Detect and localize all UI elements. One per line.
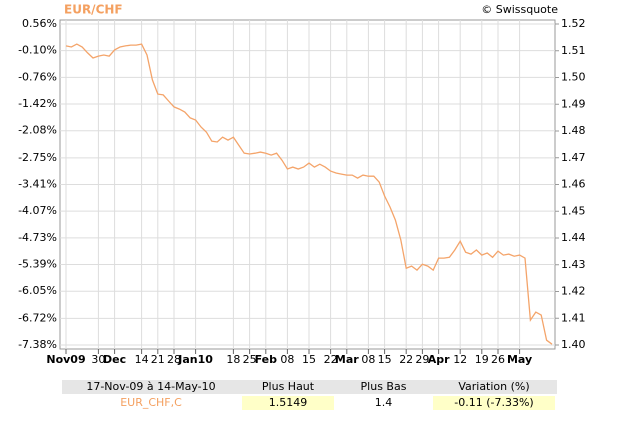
y2-tick-label: 1.45 — [561, 204, 586, 217]
x-tick-label: 08 — [280, 353, 294, 366]
y-tick-label: -4.73% — [18, 231, 57, 244]
x-tick-label: 08 — [361, 353, 375, 366]
x-tick-label: 18 — [226, 353, 240, 366]
x-tick-label: Apr — [428, 353, 450, 366]
table-cell-bg — [433, 396, 555, 410]
table-cell: -0.11 (-7.33%) — [454, 396, 533, 409]
table-header: Variation (%) — [458, 380, 529, 393]
x-tick-label: 19 — [475, 353, 489, 366]
y2-tick-label: 1.43 — [561, 258, 586, 271]
x-tick-label: 14 — [135, 353, 149, 366]
y2-tick-label: 1.48 — [561, 124, 586, 137]
table-header-bg — [62, 380, 557, 394]
table-header: 17-Nov-09 à 14-May-10 — [86, 380, 215, 393]
x-tick-label: 22 — [324, 353, 338, 366]
x-tick-label: May — [507, 353, 532, 366]
y2-tick-label: 1.40 — [561, 338, 586, 351]
x-tick-label: 26 — [491, 353, 505, 366]
y-tick-label: -2.75% — [18, 151, 57, 164]
y-tick-label: -4.07% — [18, 204, 57, 217]
x-tick-label: 30 — [91, 353, 105, 366]
y-tick-label: -1.42% — [18, 97, 57, 110]
y-tick-label: -2.08% — [18, 124, 57, 137]
source: © Swissquote — [481, 3, 558, 16]
x-tick-label: 29 — [415, 353, 429, 366]
y2-tick-label: 1.47 — [561, 151, 586, 164]
x-tick-label: 22 — [399, 353, 413, 366]
table-cell: 1.5149 — [269, 396, 308, 409]
x-tick-label: 21 — [151, 353, 165, 366]
x-tick-label: 25 — [243, 353, 257, 366]
x-tick-label: Dec — [103, 353, 126, 366]
table-header: Plus Haut — [262, 380, 315, 393]
y2-tick-label: 1.41 — [561, 311, 586, 324]
x-tick-label: 15 — [378, 353, 392, 366]
chart-title: EUR/CHF — [64, 3, 123, 17]
table-cell: EUR_CHF,C — [120, 396, 182, 409]
y2-tick-label: 1.42 — [561, 285, 586, 298]
table-header: Plus Bas — [361, 380, 407, 393]
y2-tick-label: 1.49 — [561, 97, 586, 110]
x-tick-label: 12 — [453, 353, 467, 366]
x-tick-label: 28 — [167, 353, 181, 366]
x-tick-label: Feb — [255, 353, 278, 366]
x-tick-label: Jan10 — [177, 353, 213, 366]
y2-tick-label: 1.50 — [561, 71, 586, 84]
y-tick-label: -0.10% — [18, 44, 57, 57]
table-cell-bg — [242, 396, 334, 410]
price-line — [65, 43, 553, 345]
y2-tick-label: 1.44 — [561, 231, 586, 244]
y-tick-label: -7.38% — [18, 338, 57, 351]
y2-tick-label: 1.52 — [561, 17, 586, 30]
table-cell: 1.4 — [375, 396, 393, 409]
y2-tick-label: 1.46 — [561, 178, 586, 191]
y-tick-label: 0.56% — [22, 17, 57, 30]
y-tick-label: -3.41% — [18, 178, 57, 191]
y-tick-label: -6.72% — [18, 311, 57, 324]
y2-tick-label: 1.51 — [561, 44, 586, 57]
x-tick-label: 15 — [302, 353, 316, 366]
x-tick-label: Nov09 — [46, 353, 85, 366]
x-tick-label: Mar — [335, 353, 359, 366]
y-tick-label: -6.05% — [18, 284, 57, 297]
y-tick-label: -5.39% — [18, 258, 57, 271]
y-tick-label: -0.76% — [18, 70, 57, 83]
